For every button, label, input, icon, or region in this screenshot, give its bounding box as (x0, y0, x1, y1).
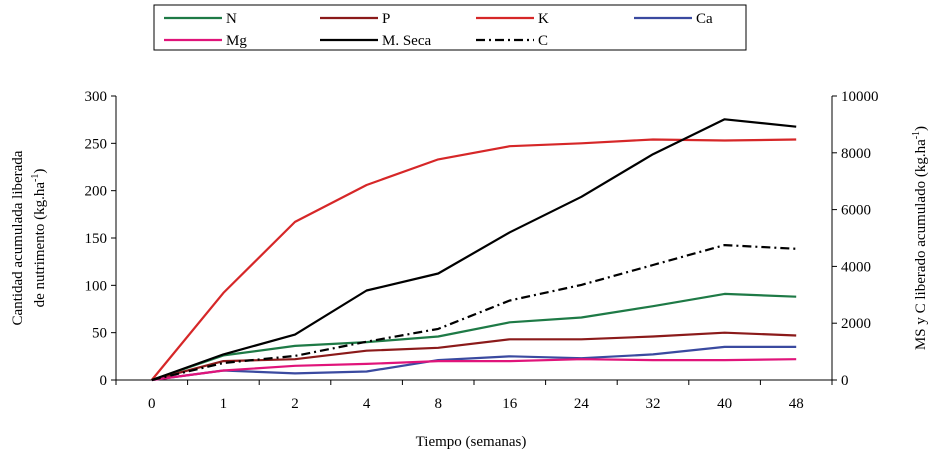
x-tick-label: 48 (789, 396, 804, 412)
legend: N P K Ca Mg M. Seca C (153, 4, 747, 51)
y-left-tick-label: 150 (85, 231, 108, 247)
legend-label-m-seca: M. Seca (382, 33, 431, 49)
x-tick-label: 4 (363, 396, 371, 412)
x-tick-label: 0 (148, 396, 156, 412)
y-left-tick-label: 250 (85, 136, 108, 152)
y-left-tick-label: 0 (100, 373, 108, 389)
y-right-tick-label: 10000 (841, 89, 879, 105)
series-line-m-seca (151, 118, 797, 382)
y-axis-left-title-line1: Cantidad acumulada liberada (10, 150, 26, 325)
y-right-tick-label: 0 (841, 373, 849, 389)
y-axis-right-title: MS y C liberado acumulado (kg.ha-1) (911, 126, 929, 350)
series-line-k (150, 138, 797, 381)
x-tick-label: 8 (434, 396, 442, 412)
series-line-mg (151, 358, 797, 382)
series-layer (150, 118, 797, 382)
legend-box (153, 4, 747, 51)
y-axis-left-title-line2: de nutrimento (kg.ha-1) (30, 169, 48, 308)
y-left-tick-label: 50 (92, 326, 107, 342)
y-axis-left-title-sup: -1 (30, 174, 41, 182)
y-axis-right-title-sup: -1 (911, 131, 922, 139)
x-tick-label: 16 (502, 396, 518, 412)
y-right-tick-label: 2000 (841, 316, 871, 332)
x-tick-label: 2 (291, 396, 299, 412)
series-line-n (151, 292, 797, 382)
y-left-tick-label: 100 (85, 278, 108, 294)
series-line-c (151, 244, 797, 382)
legend-label-mg: Mg (226, 33, 247, 49)
x-tick-label: 40 (717, 396, 732, 412)
x-tick-label: 1 (220, 396, 228, 412)
legend-label-ca: Ca (696, 11, 713, 27)
y-right-tick-label: 8000 (841, 146, 871, 162)
y-right-tick-label: 6000 (841, 203, 871, 219)
legend-label-p: P (382, 11, 390, 27)
y-left-tick-label: 300 (85, 89, 108, 105)
series-line-ca (151, 345, 797, 382)
x-axis-title: Tiempo (semanas) (416, 434, 527, 450)
legend-label-k: K (538, 11, 549, 27)
y-axis-left-title-main: de nutrimento (kg.ha (32, 182, 48, 308)
y-axis-left-title-end: ) (32, 169, 48, 174)
y-left-tick-label: 200 (85, 184, 108, 200)
legend-label-n: N (226, 11, 237, 27)
series-line-p (151, 331, 797, 382)
legend-label-c: C (538, 33, 548, 49)
y-right-tick-label: 4000 (841, 259, 871, 275)
axes: 0 50 100 150 200 250 300 0 2000 4000 6000 8000 10000… (85, 89, 879, 412)
x-tick-label: 32 (646, 396, 661, 412)
x-tick-label: 24 (574, 396, 590, 412)
y-axis-right-title-main: MS y C liberado acumulado (kg.ha (913, 139, 929, 350)
y-axis-right-title-end: ) (913, 126, 929, 131)
